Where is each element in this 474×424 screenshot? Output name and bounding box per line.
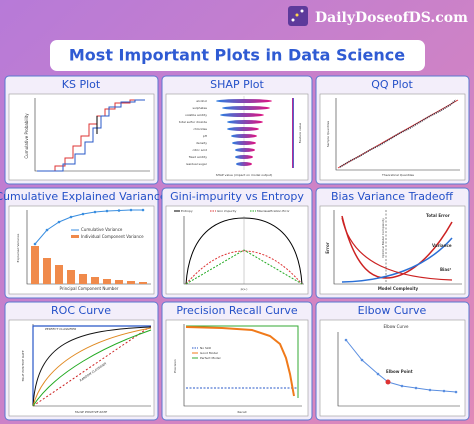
feature-label: sulphates — [192, 106, 207, 110]
axis-label: Sample Quantiles — [326, 120, 330, 147]
axis-label: Theoretical Quantiles — [381, 173, 414, 177]
panel: Gini-impurity vs Entropy Entropy Gini im… — [161, 187, 313, 299]
axis-label: Recall — [238, 410, 247, 414]
legend-label: Perfect Model — [200, 356, 221, 360]
panel: SHAP Plot alcohol sulphates volatile aci… — [161, 75, 313, 185]
annotation: Elbow Point — [386, 369, 413, 374]
panel-title: KS Plot — [62, 78, 101, 91]
colorbar-label: Feature value — [298, 123, 302, 144]
panel-title: ROC Curve — [51, 304, 111, 317]
panel-title: Precision Recall Curve — [176, 304, 298, 317]
chart-title: Elbow Curve — [384, 324, 410, 329]
annotation: PERFECT CLASSIFIER — [45, 327, 76, 331]
curve-label: Bias² — [440, 267, 452, 272]
panel: Elbow Curve Elbow Curve Elbow Point — [315, 301, 470, 421]
feature-label: citric acid — [192, 148, 207, 152]
panel-title: Elbow Curve — [358, 304, 427, 317]
annotation: Optimal Model Complexity — [381, 218, 385, 258]
axis-label: p(+) — [241, 287, 248, 291]
panel-title: SHAP Plot — [210, 78, 264, 91]
legend-label: Entropy — [181, 209, 193, 213]
panel-title: Gini-impurity vs Entropy — [170, 190, 304, 203]
panel: ROC Curve PERFECT CLASSIFIER RANDOM CLAS… — [4, 301, 159, 421]
axis-label: Error — [325, 242, 330, 253]
axis-label: Model Complexity — [378, 286, 419, 291]
panel-title: QQ Plot — [371, 78, 413, 91]
legend-label: Cumulative Variance — [81, 227, 123, 232]
title-box — [50, 40, 425, 71]
legend-label: Gini impurity — [217, 209, 237, 213]
panel-title: Cumulative Explained Variance — [0, 190, 167, 203]
feature-label: pH — [203, 134, 207, 138]
title: Most Important Plots in Data Science — [69, 46, 405, 65]
logo: DailyDoseofDS.com — [288, 6, 468, 26]
curve-label: Total Error — [426, 213, 450, 218]
feature-label: total sulfur dioxide — [179, 120, 207, 124]
panel: Precision Recall Curve No Skill Good Mod… — [161, 301, 313, 421]
legend-label: Misclassification Error — [257, 209, 290, 213]
panel-title: Bias Variance Tradeoff — [331, 190, 453, 203]
panel: QQ Plot Sample Quantiles Theoretical Qua… — [315, 75, 470, 185]
feature-label: volatile acidity — [185, 113, 207, 117]
axis-label: TRUE POSITIVE RATE — [21, 350, 25, 381]
axis-label: Explained Variance — [16, 234, 20, 263]
legend-label: Good Model — [200, 351, 218, 355]
feature-label: density — [196, 141, 207, 145]
axis-label: Principal Component Number — [60, 286, 119, 291]
legend-label: Individual Component Variance — [81, 234, 144, 239]
axis-label: Precision — [173, 359, 177, 372]
feature-label: residual sugar — [186, 162, 208, 166]
axis-label: FALSE POSITIVE RATE — [75, 410, 107, 414]
feature-label: alcohol — [196, 99, 207, 103]
axis-label: Cumulative Probability — [24, 113, 29, 159]
feature-label: fixed acidity — [189, 155, 208, 159]
legend-label: No Skill — [200, 346, 211, 350]
feature-label: chlorides — [193, 127, 207, 131]
panel: Bias Variance Tradeoff Total Error Varia… — [315, 187, 470, 299]
curve-label: Variance — [432, 243, 452, 248]
axis-label: SHAP value (impact on model output) — [216, 173, 273, 177]
panel: Cumulative Explained Variance Cumulative… — [0, 187, 167, 299]
panel: KS Plot Cumulative Probability — [4, 75, 159, 185]
brand: DailyDoseofDS.com — [315, 10, 468, 26]
